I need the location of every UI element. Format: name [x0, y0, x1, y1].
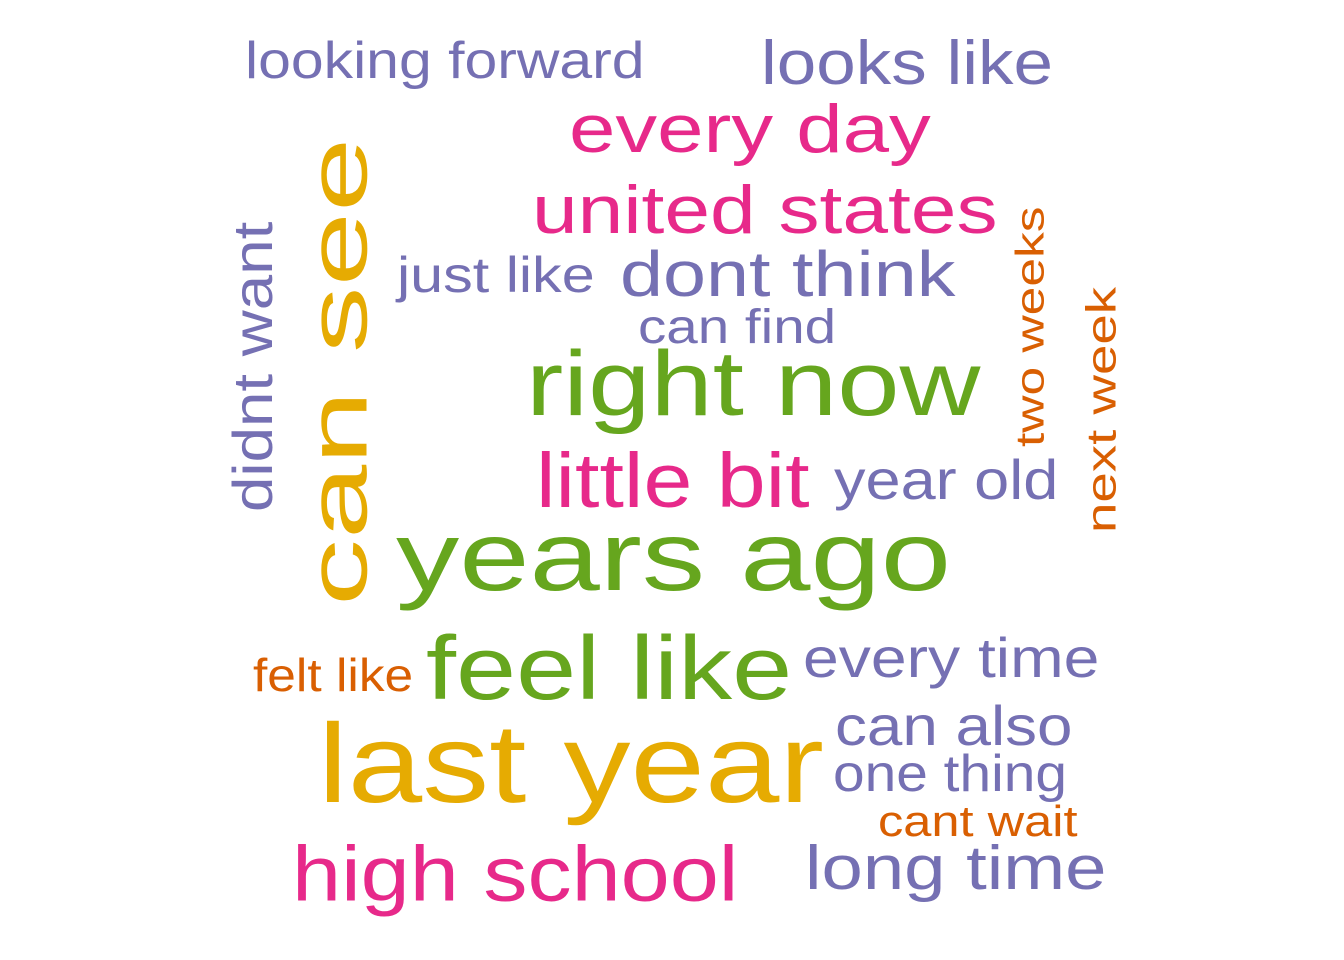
- word-felt-like: felt like: [253, 649, 414, 701]
- word-next-week: next week: [1077, 286, 1125, 533]
- word-high-school: high school: [292, 830, 739, 919]
- word-can-find: can find: [638, 301, 837, 354]
- word-one-thing: one thing: [833, 745, 1067, 803]
- word-didnt-want: didnt want: [221, 221, 284, 513]
- word-every-time: every time: [803, 626, 1100, 689]
- word-looks-like: looks like: [761, 29, 1053, 98]
- word-looking-forward: looking forward: [245, 32, 645, 90]
- word-years-ago: years ago: [396, 502, 952, 612]
- word-little-bit: little bit: [536, 438, 810, 524]
- word-united-states: united states: [532, 172, 998, 248]
- word-long-time: long time: [805, 834, 1107, 903]
- word-just-like: just like: [397, 247, 595, 303]
- word-dont-think: dont think: [620, 238, 956, 310]
- word-two-weeks: two weeks: [1008, 206, 1053, 447]
- word-last-year: last year: [318, 701, 824, 827]
- word-right-now: right now: [526, 333, 981, 435]
- word-cant-wait: cant wait: [878, 797, 1078, 846]
- word-year-old: year old: [834, 448, 1059, 511]
- word-can-see: can see: [290, 137, 385, 606]
- word-can-also: can also: [835, 694, 1073, 757]
- word-every-day: every day: [569, 91, 931, 167]
- word-feel-like: feel like: [426, 619, 793, 719]
